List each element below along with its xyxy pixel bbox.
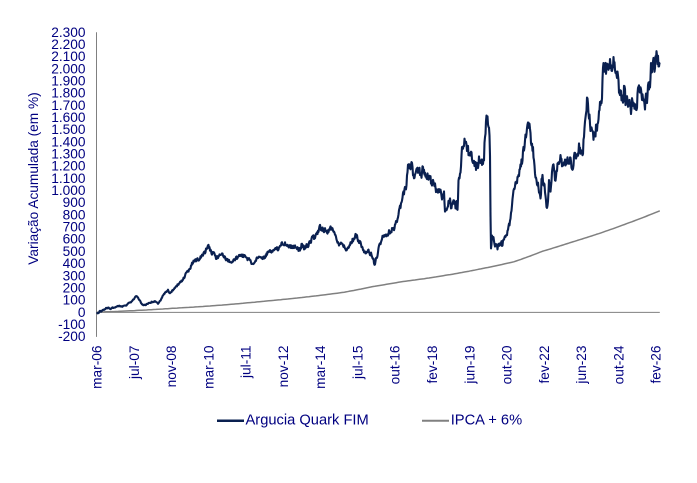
svg-text:fev-26: fev-26	[649, 345, 664, 383]
svg-text:out-16: out-16	[388, 345, 403, 384]
svg-text:500: 500	[63, 244, 86, 259]
svg-text:mar-14: mar-14	[313, 345, 328, 389]
svg-text:1.800: 1.800	[51, 86, 86, 101]
svg-text:1.000: 1.000	[51, 183, 86, 198]
svg-text:1.700: 1.700	[51, 98, 86, 113]
svg-text:2.100: 2.100	[51, 49, 86, 64]
svg-text:nov-08: nov-08	[164, 345, 179, 387]
svg-text:1.500: 1.500	[51, 122, 86, 137]
svg-text:nov-12: nov-12	[276, 346, 291, 388]
svg-text:jun-23: jun-23	[574, 345, 589, 384]
svg-text:jul-11: jul-11	[239, 346, 254, 379]
svg-text:-100: -100	[58, 317, 86, 332]
svg-text:1.400: 1.400	[51, 134, 86, 149]
svg-text:200: 200	[63, 280, 86, 295]
svg-text:800: 800	[63, 207, 86, 222]
svg-text:mar-06: mar-06	[90, 345, 105, 389]
svg-text:400: 400	[63, 256, 86, 271]
svg-text:600: 600	[63, 232, 86, 247]
svg-text:2.000: 2.000	[51, 61, 86, 76]
svg-text:-200: -200	[58, 329, 86, 344]
svg-text:2.300: 2.300	[51, 25, 86, 40]
svg-text:jul-15: jul-15	[351, 345, 366, 380]
svg-text:jul-07: jul-07	[127, 346, 142, 380]
svg-text:fev-18: fev-18	[425, 345, 440, 383]
svg-text:1.100: 1.100	[51, 171, 86, 186]
svg-text:Variação Acumulada (em %): Variação Acumulada (em %)	[26, 92, 41, 264]
svg-text:out-20: out-20	[500, 345, 515, 384]
svg-text:fev-22: fev-22	[537, 346, 552, 384]
svg-text:100: 100	[63, 293, 86, 308]
svg-text:1.900: 1.900	[51, 74, 86, 89]
svg-text:0: 0	[78, 305, 86, 320]
svg-text:out-24: out-24	[611, 345, 626, 384]
svg-text:Argucia Quark FIM: Argucia Quark FIM	[246, 413, 369, 429]
svg-text:1.600: 1.600	[51, 110, 86, 125]
svg-text:mar-10: mar-10	[201, 345, 216, 389]
svg-text:1.300: 1.300	[51, 147, 86, 162]
svg-text:jun-19: jun-19	[462, 346, 477, 385]
svg-text:700: 700	[63, 220, 86, 235]
svg-text:300: 300	[63, 268, 86, 283]
svg-text:2.200: 2.200	[51, 37, 86, 52]
svg-text:IPCA + 6%: IPCA + 6%	[451, 413, 522, 429]
svg-text:1.200: 1.200	[51, 159, 86, 174]
svg-text:900: 900	[63, 195, 86, 210]
